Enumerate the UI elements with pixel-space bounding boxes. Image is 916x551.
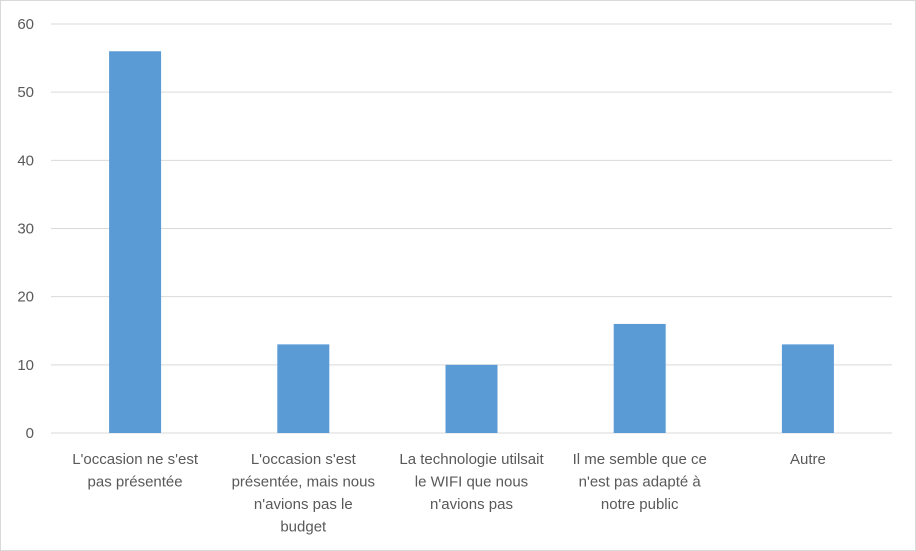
- gridlines: [51, 23, 892, 434]
- y-tick-label: 30: [17, 221, 34, 238]
- x-category-label-line: L'occasion s'est: [251, 451, 357, 468]
- bar-5: [781, 344, 834, 433]
- y-tick-label: 60: [17, 16, 34, 33]
- y-tick-label: 10: [17, 357, 34, 374]
- x-category-label: L'occasion s'est présentée, mais nous n'av…: [232, 451, 375, 536]
- y-tick-label: 20: [17, 289, 34, 306]
- y-tick-label: 40: [17, 152, 34, 169]
- y-tick-label: 50: [17, 84, 34, 101]
- bars: [109, 51, 834, 434]
- x-category-label-line: Il me semble que ce: [573, 451, 707, 468]
- bar-1: [109, 51, 162, 434]
- x-category-label-line: budget: [280, 519, 327, 536]
- x-category-label-line: L'occasion ne s'est: [72, 451, 199, 468]
- x-category-label: L'occasion ne s'est pas présentée: [72, 451, 199, 491]
- x-category-label-line: notre public: [601, 496, 679, 513]
- x-category-label-line: n'avions pas le: [254, 496, 353, 513]
- y-tick-label: 0: [26, 425, 34, 442]
- x-category-label-line: n'est pas adapté à: [579, 474, 702, 491]
- x-category-label-line: La technologie utilsait: [399, 451, 544, 468]
- x-category-label: Autre: [790, 451, 826, 468]
- x-category-label-line: le WIFI que nous: [415, 474, 528, 491]
- bar-4: [613, 323, 666, 433]
- x-category-label-line: n'avions pas: [430, 496, 513, 513]
- bar-2: [277, 344, 330, 433]
- x-category-label-line: présentée, mais nous: [232, 474, 375, 491]
- x-category-label: Il me semble que ce n'est pas adapté à not…: [573, 451, 707, 513]
- y-axis-ticks: 0 10 20 30 40 50 60: [17, 16, 34, 442]
- x-axis-labels: L'occasion ne s'est pas présentéeL'occasi…: [72, 451, 826, 536]
- x-category-label: La technologie utilsait le WIFI que nous n…: [399, 451, 544, 513]
- bar-3: [445, 364, 498, 433]
- x-category-label-line: Autre: [790, 451, 826, 468]
- x-category-label-line: pas présentée: [88, 474, 183, 491]
